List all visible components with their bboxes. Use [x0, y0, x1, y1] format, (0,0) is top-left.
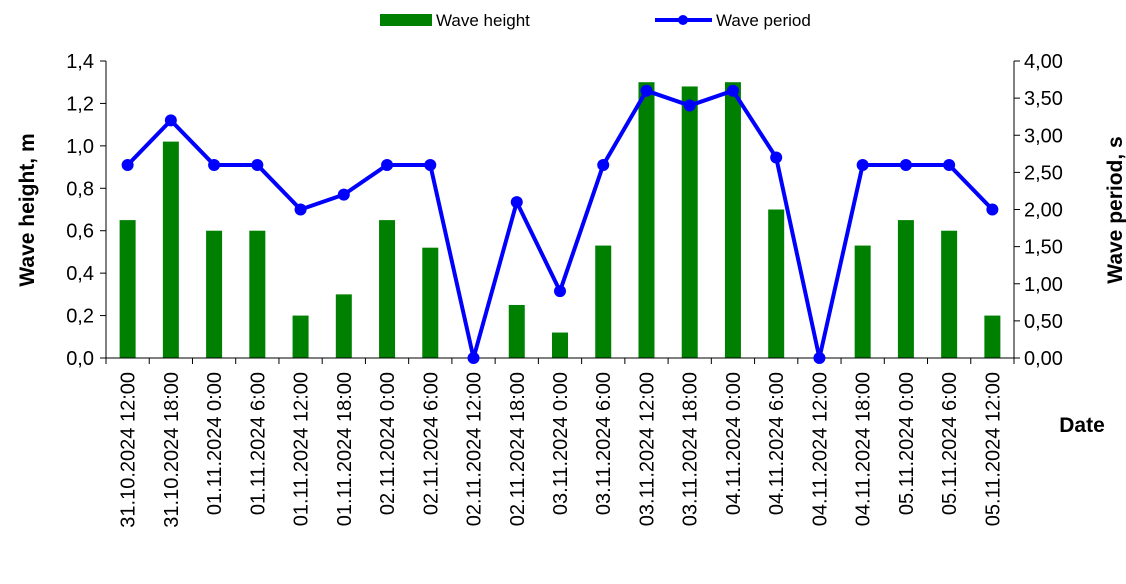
bar-wave-height: [681, 86, 698, 358]
y-right-tick-label: 0,50: [1024, 311, 1063, 333]
point-wave-period: [986, 203, 999, 216]
y-right-tick-label: 0,00: [1024, 348, 1063, 370]
x-tick-label: 03.11.2024 18:00: [680, 372, 702, 526]
bar-wave-height: [854, 245, 871, 358]
point-wave-period: [510, 196, 523, 209]
legend-marker-wave-period: [678, 15, 688, 25]
bar-wave-height: [508, 304, 525, 358]
x-tick-label: 04.11.2024 6:00: [766, 372, 788, 515]
point-wave-period: [640, 84, 653, 97]
x-tick-label: 01.11.2024 0:00: [204, 372, 226, 515]
point-wave-period: [424, 158, 437, 171]
point-wave-period: [294, 203, 307, 216]
x-tick-label: 01.11.2024 6:00: [247, 372, 269, 515]
x-tick-label: 03.11.2024 6:00: [593, 372, 615, 515]
bar-wave-height: [984, 315, 1001, 358]
x-tick-label: 05.11.2024 0:00: [896, 372, 918, 515]
x-tick-label: 01.11.2024 12:00: [291, 372, 313, 526]
x-tick-label: 03.11.2024 12:00: [636, 372, 658, 526]
point-wave-period: [726, 84, 739, 97]
point-wave-period: [597, 158, 610, 171]
point-wave-period: [943, 158, 956, 171]
y-right-tick-label: 1,50: [1024, 237, 1063, 259]
bar-wave-height: [941, 230, 958, 358]
y-left-tick-label: 1,0: [66, 136, 94, 158]
bar-wave-height: [206, 230, 223, 358]
point-wave-period: [208, 158, 221, 171]
y-right-tick-label: 1,00: [1024, 274, 1063, 296]
bar-wave-height: [638, 82, 655, 358]
x-tick-label: 02.11.2024 18:00: [507, 372, 529, 526]
point-wave-period: [770, 151, 783, 164]
y-left-tick-label: 1,2: [66, 93, 94, 115]
x-tick-label: 04.11.2024 0:00: [723, 372, 745, 515]
bar-wave-height: [162, 141, 179, 358]
y-right-tick-label: 4,00: [1024, 51, 1063, 73]
y-left-tick-label: 0,2: [66, 306, 94, 328]
x-tick-label: 31.10.2024 18:00: [161, 372, 183, 528]
plot-area: 0,0 0,2 0,4 0,6 0,8 1,0 1,2 1,4 0,00 0,50 1,00 1,50…: [66, 51, 1063, 528]
point-wave-period: [554, 285, 566, 298]
x-tick-label: 05.11.2024 12:00: [982, 372, 1004, 526]
bar-wave-height: [119, 220, 136, 358]
point-wave-period: [683, 99, 696, 112]
bar-wave-height: [422, 247, 439, 358]
x-tick-label: 02.11.2024 6:00: [420, 372, 442, 515]
y-right-tick-label: 2,00: [1024, 200, 1063, 222]
bar-wave-height: [897, 220, 914, 358]
x-tick-label: 03.11.2024 0:00: [550, 372, 572, 515]
legend-label-wave-height: Wave height: [436, 11, 530, 30]
y-left-axis-title: Wave height, m: [16, 133, 39, 286]
y-right-axis-title: Wave period, s: [1104, 136, 1126, 283]
point-wave-period: [899, 158, 912, 171]
legend-label-wave-period: Wave period: [716, 11, 811, 30]
bar-wave-height: [292, 315, 309, 358]
y-left-tick-label: 0,8: [66, 178, 94, 200]
y-right-tick-label: 3,50: [1024, 88, 1063, 110]
legend: Wave height Wave period: [380, 11, 811, 30]
y-right-tick-label: 3,00: [1024, 125, 1063, 147]
x-tick-label: 05.11.2024 6:00: [939, 372, 961, 515]
point-wave-period: [121, 158, 134, 171]
point-wave-period: [164, 114, 177, 127]
bar-wave-height: [552, 332, 568, 358]
bar-wave-height: [768, 209, 785, 358]
x-tick-label: 02.11.2024 12:00: [464, 372, 486, 526]
x-tick-label: 04.11.2024 12:00: [809, 372, 831, 526]
x-tick-label: 31.10.2024 12:00: [118, 372, 140, 528]
bar-wave-height: [595, 245, 612, 358]
point-wave-period: [467, 352, 480, 364]
x-tick-label: 02.11.2024 0:00: [377, 372, 399, 515]
point-wave-period: [251, 158, 264, 171]
y-left-tick-label: 0,6: [66, 221, 94, 243]
y-right-tick-label: 2,50: [1024, 162, 1063, 184]
x-tick-label: 01.11.2024 18:00: [334, 372, 356, 526]
point-wave-period: [381, 158, 394, 171]
y-left-tick-label: 0,4: [66, 263, 94, 285]
bar-wave-height: [724, 82, 741, 358]
y-left-tick-label: 1,4: [66, 51, 94, 73]
bar-wave-height: [379, 220, 396, 358]
x-tick-label: 04.11.2024 18:00: [853, 372, 875, 526]
bar-wave-height: [335, 294, 352, 358]
legend-swatch-wave-height: [380, 14, 432, 26]
bar-wave-height: [249, 230, 266, 358]
point-wave-period: [856, 158, 869, 171]
point-wave-period: [337, 188, 350, 201]
point-wave-period: [813, 352, 826, 364]
y-left-tick-label: 0,0: [66, 348, 94, 370]
x-axis-title: Date: [1059, 414, 1105, 437]
